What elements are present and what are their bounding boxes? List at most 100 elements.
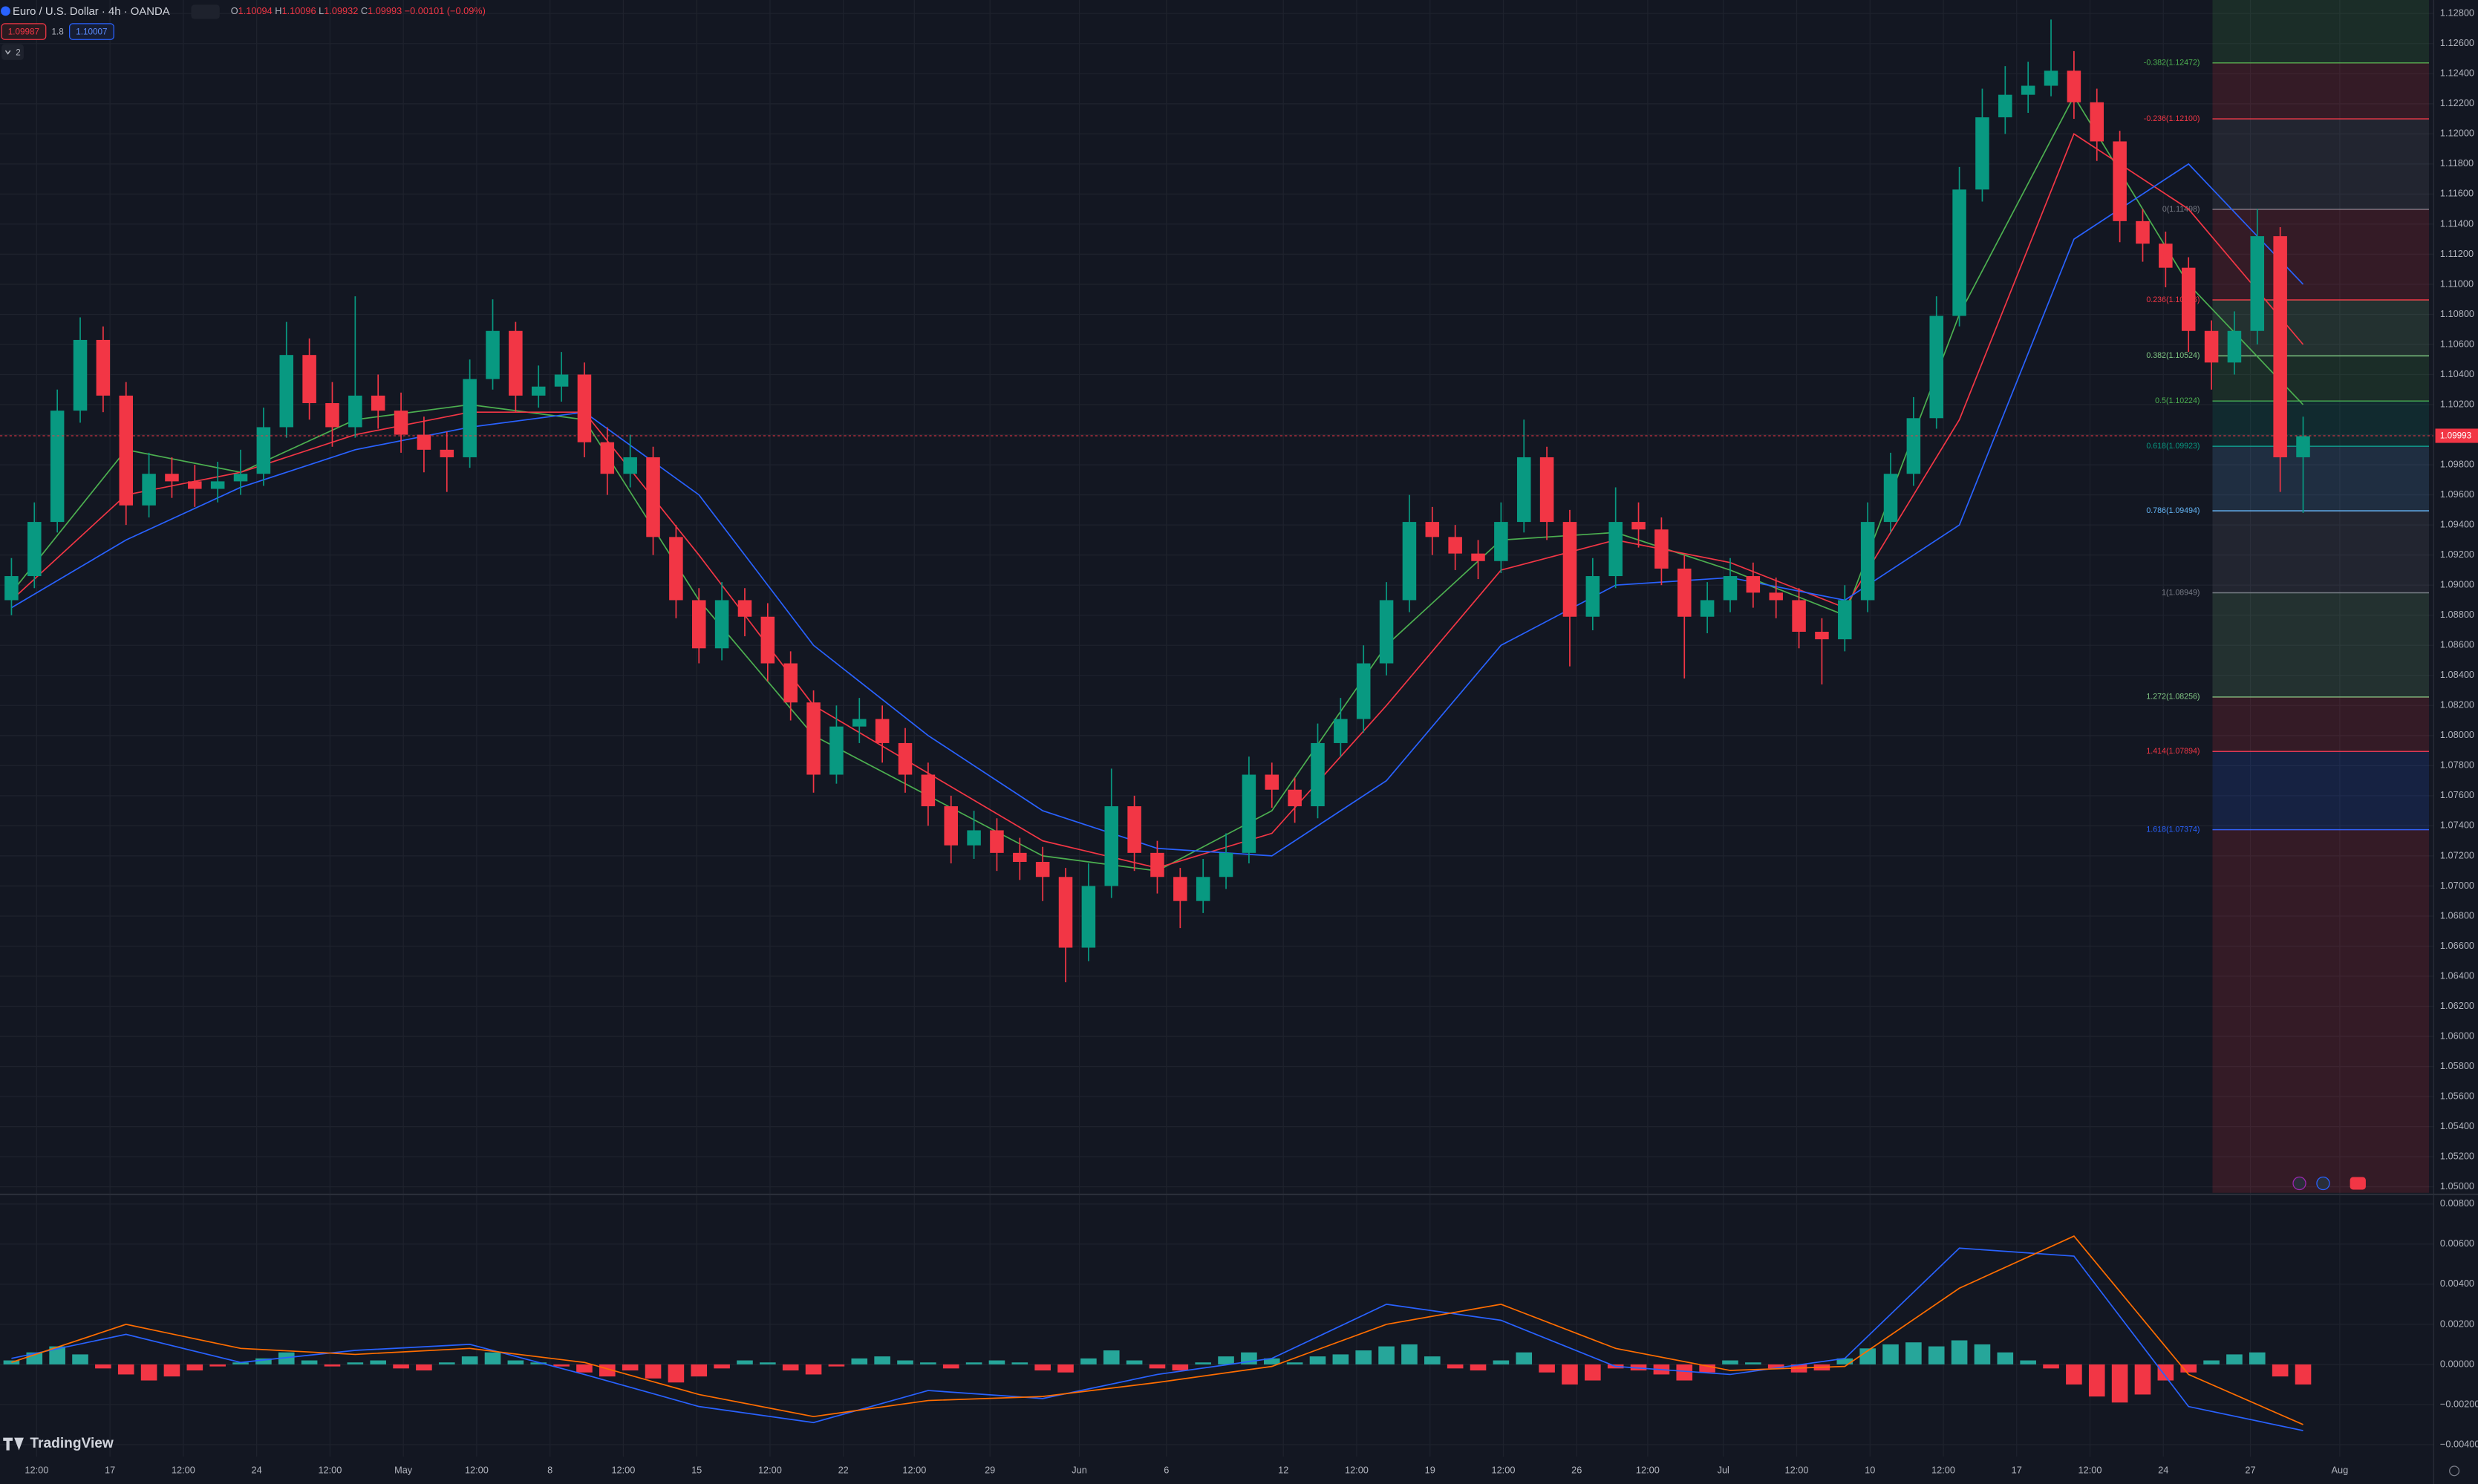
candle-body — [1265, 774, 1279, 790]
y-tick-label: 0.00400 — [2440, 1278, 2474, 1289]
candle-body — [1035, 862, 1050, 877]
histogram-bar — [2295, 1364, 2312, 1385]
indicators-count[interactable]: 2 — [16, 48, 21, 57]
candle-body — [1173, 877, 1187, 901]
fib-label: 1.414(1.07894) — [2146, 747, 2200, 756]
x-tick-label: 6 — [1164, 1465, 1169, 1476]
fib-label: -0.382(1.12472) — [2144, 59, 2200, 68]
symbol-icon — [1, 6, 10, 16]
candle-body — [1081, 886, 1096, 948]
histogram-bar — [942, 1364, 959, 1369]
candle-body — [1975, 117, 1989, 190]
ohlc-value: 1.09993 — [368, 5, 402, 16]
histogram-bar — [714, 1364, 730, 1369]
fib-label: 0.236(1.10896) — [2146, 295, 2200, 304]
plot — [0, 19, 2434, 1431]
buy-price[interactable]: 1.10007 — [76, 27, 107, 37]
candle-body — [1242, 774, 1256, 853]
x-tick-label: May — [394, 1465, 413, 1476]
tool-icon[interactable] — [2292, 1176, 2306, 1191]
histogram-bar — [393, 1364, 409, 1369]
histogram-bar — [1951, 1340, 1968, 1364]
histogram-bar — [1905, 1342, 1922, 1364]
histogram-bar — [370, 1360, 387, 1364]
candle-body — [371, 395, 385, 411]
candle-body — [646, 457, 660, 537]
histogram-bar — [1057, 1364, 1074, 1373]
y-tick-label: 0.00000 — [2440, 1358, 2474, 1369]
y-tick-label: 1.10600 — [2440, 338, 2474, 349]
histogram-bar — [1470, 1364, 1487, 1371]
y-tick-label: 1.08000 — [2440, 729, 2474, 740]
histogram-bar — [2043, 1364, 2059, 1369]
candle-body — [1700, 600, 1715, 617]
fib-label: 0(1.11498) — [2162, 205, 2200, 214]
histogram-bar — [1493, 1360, 1510, 1364]
histogram-bar — [1195, 1362, 1211, 1364]
candle-body — [188, 481, 202, 489]
y-tick-label: 1.11200 — [2440, 248, 2474, 259]
histogram-bar — [1882, 1344, 1899, 1364]
candle-body — [440, 449, 454, 457]
histogram-bar — [1103, 1350, 1120, 1364]
candle-body — [1723, 576, 1738, 601]
chevron — [4, 50, 11, 55]
tool-icon[interactable] — [2350, 1177, 2366, 1190]
candle-body — [417, 434, 431, 450]
histogram-bar — [760, 1362, 776, 1364]
y-tick-label: 1.07200 — [2440, 849, 2474, 860]
y-tick-label: 1.08200 — [2440, 699, 2474, 710]
indicators-toggle[interactable] — [1, 44, 24, 60]
candle-body — [509, 330, 523, 396]
candle-body — [1860, 522, 1875, 601]
fib-label: 0.618(1.09923) — [2146, 442, 2200, 451]
candle-body — [829, 726, 844, 775]
ohlc-key: O — [231, 5, 238, 16]
histogram-bar — [622, 1364, 639, 1371]
candle-body — [325, 403, 339, 428]
candle-body — [2113, 141, 2127, 221]
symbol[interactable]: Euro / U.S. Dollar · 4h · OANDA — [13, 6, 170, 18]
candle-body — [2181, 267, 2196, 331]
histogram-bar — [1309, 1356, 1326, 1364]
fib-label: 1.618(1.07374) — [2146, 825, 2200, 834]
candle-body — [944, 806, 958, 846]
y-tick-label: −0.00200 — [2440, 1398, 2478, 1409]
x-tick-label: 22 — [838, 1465, 849, 1476]
histogram-bar — [737, 1360, 753, 1364]
settings-icon[interactable] — [2449, 1465, 2460, 1477]
sell-button[interactable] — [1, 23, 47, 40]
buy-button[interactable] — [69, 23, 114, 40]
candle-body — [1746, 576, 1761, 593]
fib-label: 0.382(1.10524) — [2146, 351, 2200, 360]
candle-body — [2273, 236, 2287, 457]
candle-body — [577, 374, 592, 442]
y-tick-label: 1.10400 — [2440, 368, 2474, 379]
histogram-bar — [1767, 1364, 1784, 1369]
fibonacci-tool[interactable]: -0.382(1.12472) -0.236(1.12100) 0(1.11498)… — [2144, 0, 2430, 1193]
histogram-bar — [2203, 1360, 2220, 1364]
histogram-bar — [416, 1364, 432, 1371]
x-tick-label: Jul — [1718, 1465, 1729, 1476]
fib-band — [2212, 62, 2430, 120]
candle-body — [119, 395, 133, 506]
y-tick-label: 1.05600 — [2440, 1090, 2474, 1101]
histogram-bar — [163, 1364, 180, 1377]
y-tick-label: 1.05400 — [2440, 1120, 2474, 1131]
last-price-label: 1.09993 — [2440, 431, 2471, 441]
x-tick-label: 17 — [2012, 1465, 2022, 1476]
candle-body — [2159, 243, 2173, 268]
sell-price[interactable]: 1.09987 — [8, 27, 39, 37]
ohlc-value: 1.09932 — [324, 5, 358, 16]
tool-icon[interactable] — [2316, 1176, 2330, 1191]
candle-body — [1539, 457, 1554, 523]
histogram-bar — [668, 1364, 685, 1383]
x-tick-label: 12:00 — [611, 1465, 635, 1476]
candle-body — [783, 663, 798, 703]
brand-logo — [3, 1437, 24, 1451]
y-tick-label: 1.09800 — [2440, 458, 2474, 469]
histogram-bar — [2066, 1364, 2082, 1385]
histogram-bar — [1997, 1352, 2014, 1364]
candle-body — [302, 355, 316, 404]
histogram-bar — [805, 1364, 822, 1375]
